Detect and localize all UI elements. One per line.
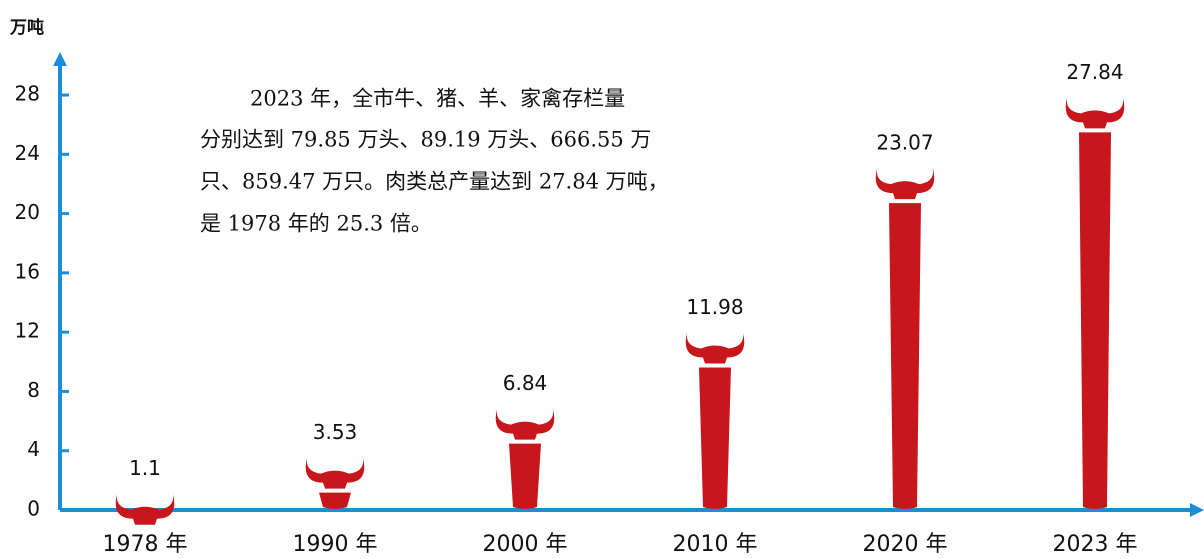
x-tick-label: 2010 年 (673, 532, 758, 557)
x-tick-label: 1990 年 (293, 532, 378, 557)
x-tick-label: 1978 年 (103, 532, 188, 557)
annotation-line: 分别达到 79.85 万头、89.19 万头、666.55 万 (200, 128, 651, 152)
x-tick-label: 2020 年 (863, 532, 948, 557)
annotation-line: 2023 年，全市牛、猪、羊、家禽存栏量 (250, 87, 625, 111)
value-label: 23.07 (876, 131, 933, 155)
value-label: 11.98 (686, 295, 743, 319)
value-label: 3.53 (313, 420, 358, 444)
y-tick-label: 4 (27, 437, 40, 461)
value-label: 6.84 (503, 371, 548, 395)
bar (875, 168, 935, 509)
y-tick-label: 12 (15, 319, 40, 343)
annotation-line: 只、859.47 万只。肉类总产量达到 27.84 万吨， (200, 170, 669, 194)
bar (115, 493, 175, 525)
y-tick-label: 16 (15, 259, 40, 283)
y-tick-label: 0 (27, 497, 40, 521)
y-tick-label: 20 (15, 200, 40, 224)
bar (1065, 97, 1125, 510)
annotation-line: 是 1978 年的 25.3 倍。 (200, 212, 432, 236)
y-axis-arrow (53, 52, 67, 66)
y-axis-label: 万吨 (9, 17, 44, 38)
x-tick-label: 2000 年 (483, 532, 568, 557)
x-axis-arrow (1190, 503, 1204, 517)
bar (685, 332, 745, 509)
y-tick-label: 8 (27, 378, 40, 402)
y-tick-label: 24 (15, 141, 40, 165)
value-label: 27.84 (1066, 60, 1123, 84)
value-label: 1.1 (129, 456, 161, 480)
bar (305, 457, 365, 509)
x-tick-label: 2023 年 (1053, 532, 1138, 557)
y-tick-label: 28 (15, 82, 40, 106)
bar (495, 408, 555, 509)
